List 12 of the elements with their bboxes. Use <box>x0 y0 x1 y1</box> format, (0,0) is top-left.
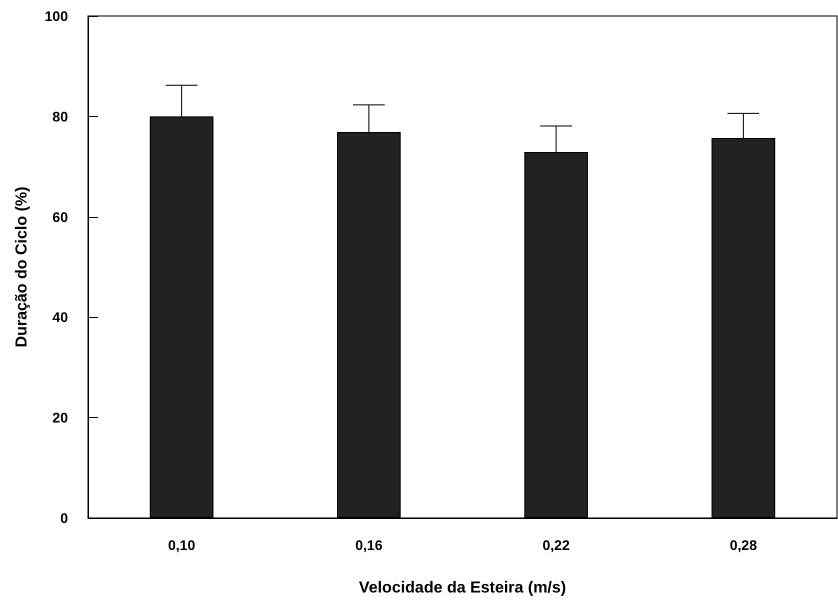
y-tick-label: 80 <box>52 108 68 124</box>
y-tick-label: 40 <box>52 309 68 326</box>
x-tick-label: 0,16 <box>355 537 383 553</box>
y-axis-title: Duração do Ciclo (%) <box>14 186 30 348</box>
x-axis-title: Velocidade da Esteira (m/s) <box>358 580 566 596</box>
x-tick-label: 0,28 <box>730 537 758 553</box>
x-tick-label: 0,10 <box>168 537 196 553</box>
y-tick-label: 0 <box>60 510 68 526</box>
y-tick-label: 60 <box>52 208 68 225</box>
y-tick-label: 100 <box>44 8 68 24</box>
x-tick-label: 0,22 <box>542 537 570 553</box>
y-tick-label: 20 <box>52 410 68 426</box>
